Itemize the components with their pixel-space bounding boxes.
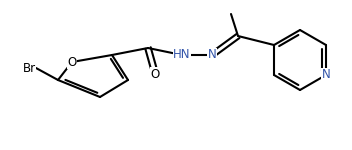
Text: O: O — [67, 56, 77, 69]
Text: HN: HN — [173, 48, 191, 62]
Text: O: O — [150, 68, 159, 81]
Text: Br: Br — [23, 61, 36, 75]
Text: N: N — [208, 48, 216, 62]
Text: N: N — [322, 69, 331, 81]
